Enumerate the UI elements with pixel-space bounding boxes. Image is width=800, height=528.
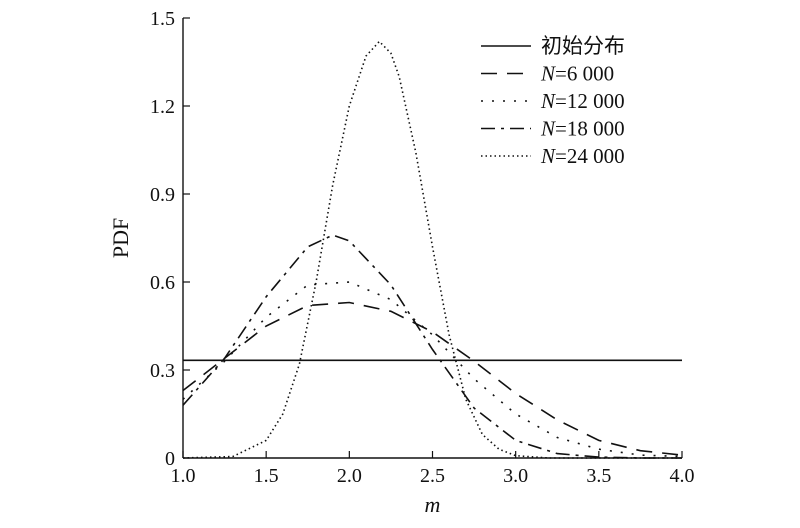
legend-label-0: 初始分布 <box>541 34 625 58</box>
y-tick-label: 0.6 <box>150 272 175 294</box>
y-tick-label: 1.5 <box>150 8 175 30</box>
y-tick-label: 1.2 <box>150 96 175 118</box>
x-tick-label: 1.0 <box>171 465 196 487</box>
legend-label-4: N=24 000 <box>540 144 625 168</box>
series-line-3 <box>182 234 682 459</box>
legend-label-1: N=6 000 <box>540 62 614 86</box>
legend-label-3: N=18 000 <box>540 117 625 141</box>
x-tick-label: 3.5 <box>586 465 611 487</box>
legend-label-n: N <box>540 117 556 141</box>
x-tick-label: 2.0 <box>337 465 362 487</box>
y-axis-title: PDF <box>108 218 133 258</box>
legend-label-2: N=12 000 <box>540 89 625 113</box>
series-line-4 <box>182 40 682 459</box>
y-tick-label: 0.9 <box>150 184 175 206</box>
x-tick-label: 4.0 <box>670 465 695 487</box>
legend-label-n: N <box>540 62 556 86</box>
legend-label-n: N <box>540 89 556 113</box>
legend-label-text: =18 000 <box>555 117 625 141</box>
x-axis-title: m <box>425 492 441 517</box>
legend-label-n: N <box>540 144 556 168</box>
legend-label-text: =6 000 <box>555 62 614 86</box>
legend-label-text: =24 000 <box>555 144 625 168</box>
series-layer <box>182 40 683 459</box>
legend-label-text: =12 000 <box>555 89 625 113</box>
legend-label-text: 初始分布 <box>541 34 625 58</box>
x-tick-label: 3.0 <box>503 465 528 487</box>
series-line-1 <box>182 301 683 456</box>
x-tick-label: 2.5 <box>420 465 445 487</box>
y-tick-label: 0 <box>165 448 175 470</box>
ticks: 1.0 1.5 2.0 2.5 3.0 3.5 4.0 0 0.3 0.6 0.9 1.2 1.5 <box>150 8 695 487</box>
x-tick-label: 1.5 <box>254 465 279 487</box>
y-tick-label: 0.3 <box>150 360 175 382</box>
